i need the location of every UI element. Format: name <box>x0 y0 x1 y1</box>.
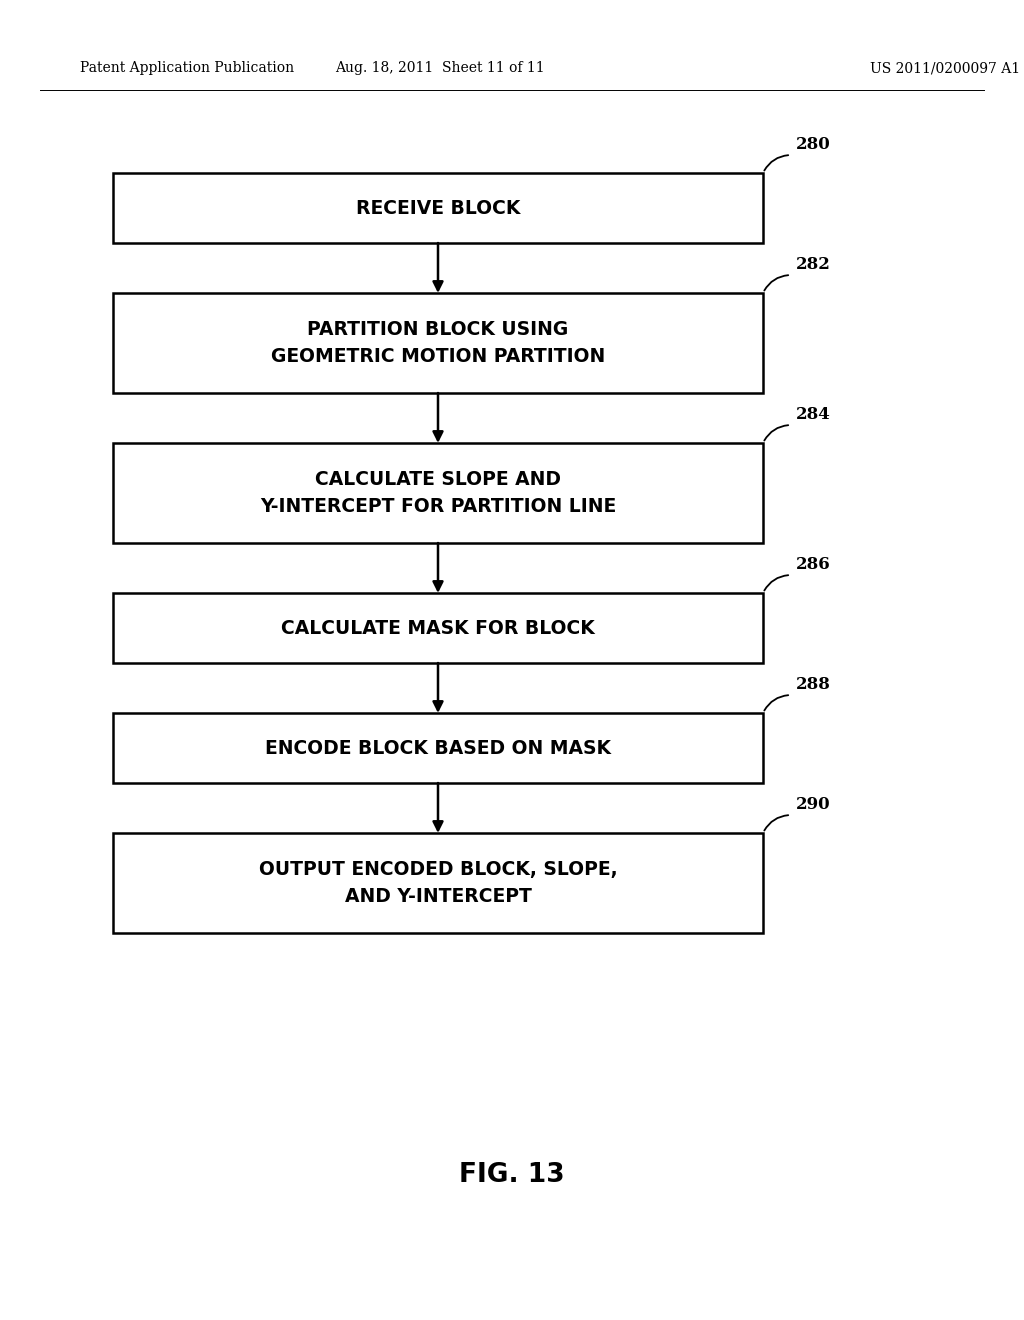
Text: US 2011/0200097 A1: US 2011/0200097 A1 <box>870 61 1021 75</box>
Text: CALCULATE MASK FOR BLOCK: CALCULATE MASK FOR BLOCK <box>282 619 595 638</box>
Text: 290: 290 <box>796 796 830 813</box>
Bar <box>113 833 763 933</box>
Text: Patent Application Publication: Patent Application Publication <box>80 61 294 75</box>
Text: OUTPUT ENCODED BLOCK, SLOPE,
AND Y-INTERCEPT: OUTPUT ENCODED BLOCK, SLOPE, AND Y-INTER… <box>259 861 617 906</box>
Bar <box>113 713 763 783</box>
Text: RECEIVE BLOCK: RECEIVE BLOCK <box>355 198 520 218</box>
Text: ENCODE BLOCK BASED ON MASK: ENCODE BLOCK BASED ON MASK <box>265 738 611 758</box>
Text: PARTITION BLOCK USING
GEOMETRIC MOTION PARTITION: PARTITION BLOCK USING GEOMETRIC MOTION P… <box>271 321 605 366</box>
Text: Aug. 18, 2011  Sheet 11 of 11: Aug. 18, 2011 Sheet 11 of 11 <box>336 61 545 75</box>
Bar <box>113 593 763 663</box>
Bar <box>113 293 763 393</box>
Text: 280: 280 <box>796 136 830 153</box>
Text: CALCULATE SLOPE AND
Y-INTERCEPT FOR PARTITION LINE: CALCULATE SLOPE AND Y-INTERCEPT FOR PART… <box>260 470 616 516</box>
Bar <box>113 444 763 543</box>
Text: FIG. 13: FIG. 13 <box>459 1162 565 1188</box>
Text: 288: 288 <box>796 676 830 693</box>
Text: 286: 286 <box>796 556 830 573</box>
Text: 284: 284 <box>796 407 830 422</box>
Bar <box>113 173 763 243</box>
Text: 282: 282 <box>796 256 830 273</box>
